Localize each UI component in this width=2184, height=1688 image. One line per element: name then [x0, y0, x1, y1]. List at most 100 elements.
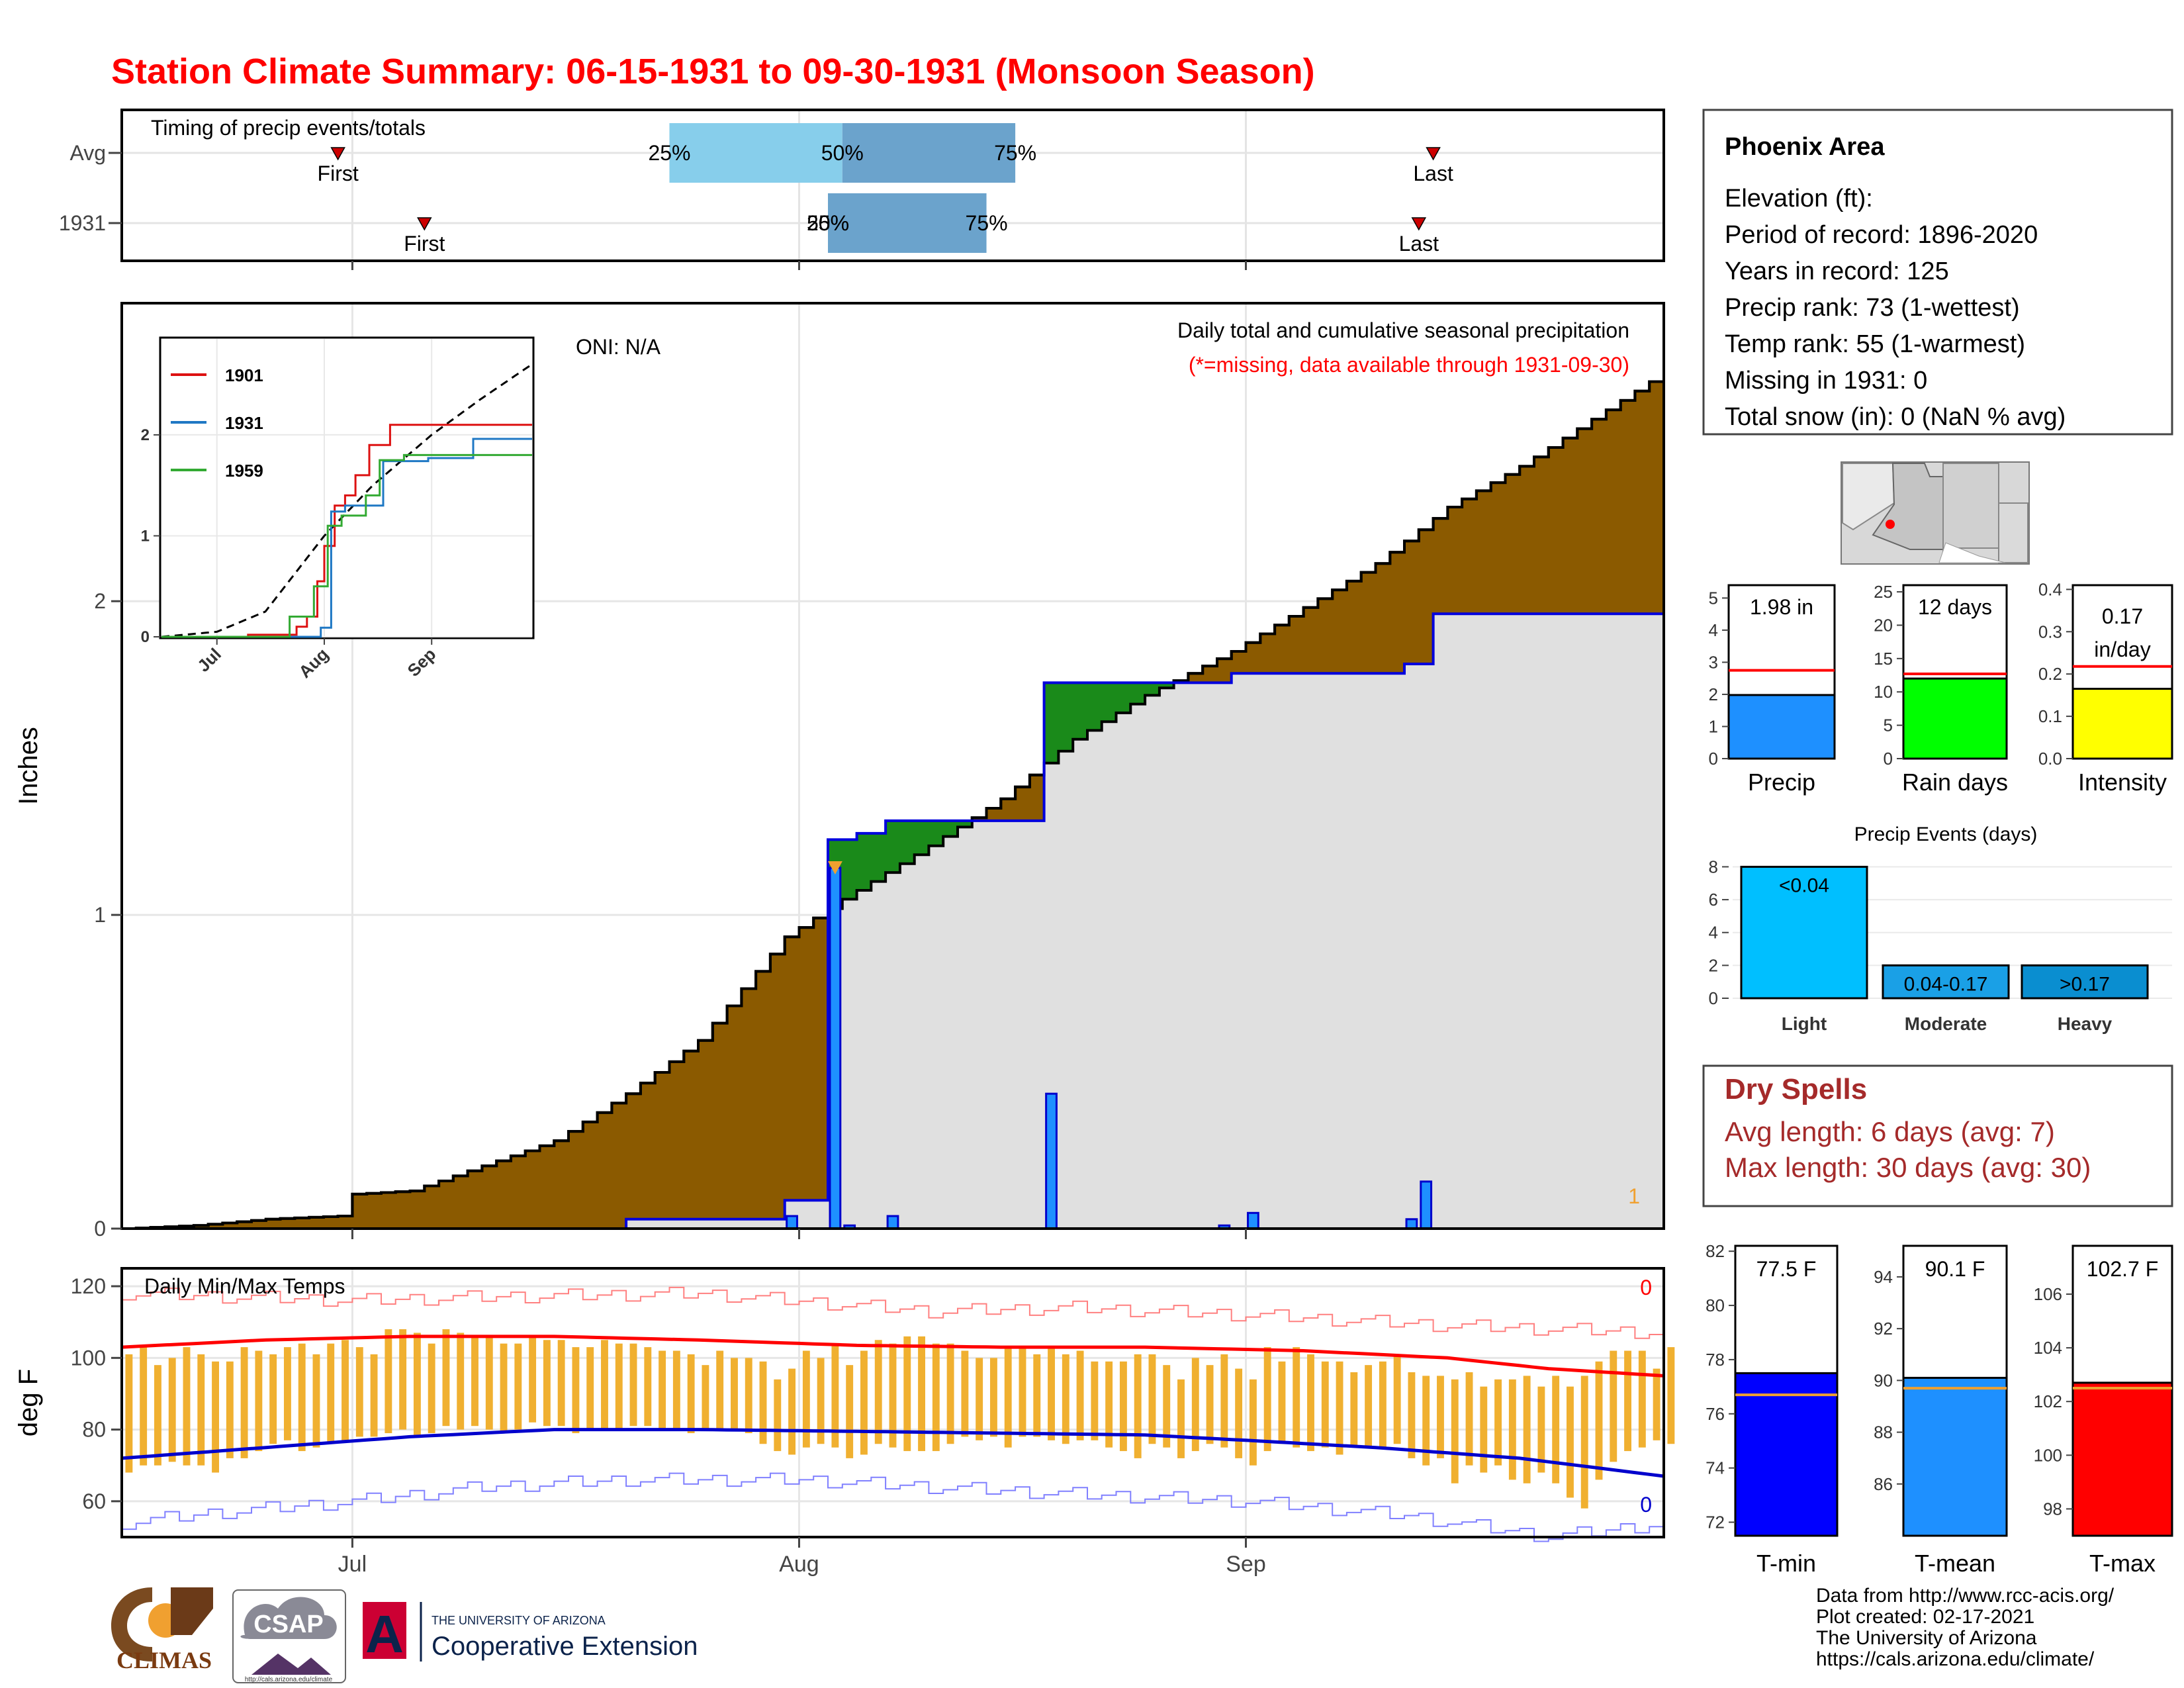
- csap-url: http://cals.arizona.edu/climate: [245, 1676, 333, 1683]
- xtick-label-0: Jul: [338, 1552, 367, 1577]
- daily-temp-bar-14: [327, 1343, 335, 1444]
- daily-temp-bar-23: [457, 1333, 465, 1430]
- events-bar-2: [2021, 964, 2149, 1000]
- station-name: Phoenix Area: [1725, 133, 1885, 161]
- temp-tick-label-0-5: 82: [1706, 1241, 1725, 1261]
- timing-pct-label-Avg-2: 75%: [994, 141, 1036, 165]
- locator-map: [1841, 461, 2030, 565]
- timing-marker-last-1931: [1411, 217, 1427, 231]
- daily-temp-bar-30: [557, 1340, 565, 1427]
- daily-temp-bar-63: [1033, 1354, 1041, 1437]
- info-missing: Missing in 1931: 0: [1725, 367, 1927, 395]
- daily-temp-bar-29: [543, 1340, 551, 1427]
- daily-temp-bar-10: [269, 1354, 277, 1444]
- events-tick-label-3: 6: [1709, 890, 1718, 910]
- daily-temp-bar-38: [672, 1350, 680, 1430]
- climas-emblem: [111, 1587, 152, 1662]
- daily-temp-bar-44: [759, 1361, 767, 1444]
- legend-label-1931: 1931: [225, 413, 263, 433]
- daily-temp-bar-84: [1336, 1361, 1343, 1455]
- daily-temp-bar-65: [1062, 1354, 1069, 1444]
- events-value-label-0: <0.04: [1779, 874, 1829, 896]
- daily-temp-bar-97: [1523, 1376, 1531, 1483]
- ua-cooperative-extension: Cooperative Extension: [432, 1632, 698, 1661]
- daily-temp-bar-96: [1508, 1379, 1516, 1480]
- daily-temp-bar-25: [485, 1336, 493, 1430]
- summary-bar-1: [1902, 677, 2008, 760]
- daily-precip-bar-0: [786, 1215, 798, 1230]
- daily-temp-bar-60: [989, 1358, 997, 1437]
- daily-temp-bar-82: [1307, 1354, 1314, 1452]
- daily-temp-bar-70: [1134, 1354, 1142, 1458]
- timing-pct-label-1931-2: 75%: [966, 211, 1008, 235]
- daily-temp-bar-69: [1119, 1361, 1127, 1452]
- events-value-label-1: 0.04-0.17: [1904, 973, 1988, 995]
- xtick-label-1: Aug: [779, 1552, 819, 1577]
- summary-tick-label-2-4: 0.4: [2038, 579, 2062, 599]
- seasonal-summary-bars: 0 1 2 3 4 5 1.98 in Precip 0 5 10 15 20 25 12 days Rain…: [1709, 579, 2173, 796]
- timing-pct-label-1931-0: 25%: [807, 211, 849, 235]
- dry-spells-frame: [1702, 1064, 2173, 1207]
- daily-temp-bar-72: [1163, 1365, 1171, 1448]
- daily-temp-bar-33: [601, 1340, 608, 1430]
- daily-temp-bar-87: [1379, 1361, 1387, 1448]
- summary-tick-label-2-3: 0.3: [2038, 622, 2062, 641]
- precip-y-axis-label: Inches: [14, 727, 43, 805]
- timing-marker-first-Avg: [330, 147, 345, 161]
- summary-tick-label-0-5: 5: [1709, 588, 1718, 608]
- missing-min-count: 0: [1640, 1493, 1652, 1517]
- daily-temp-bar-22: [442, 1329, 450, 1427]
- timing-marker-label-first-1931: First: [404, 232, 445, 256]
- daily-temp-bar-83: [1321, 1361, 1329, 1448]
- temperature-label: Daily Min/Max Temps: [144, 1274, 345, 1298]
- temp-tick-label-2-3: 104: [2034, 1338, 2062, 1358]
- summary-bar-panel-0: 0 1 2 3 4 5 1.98 in Precip: [1709, 584, 1836, 796]
- dry-spells-title: Dry Spells: [1725, 1073, 1867, 1105]
- timing-panel-label: Timing of precip events/totals: [151, 116, 426, 140]
- precip-events-chart: Precip Events (days) 0 2 4 6 8 <0.04 Light 0.04…: [1709, 823, 2172, 1034]
- temp-label-0: T-min: [1756, 1550, 1816, 1577]
- temp-tick-label-1-0: 86: [1874, 1474, 1893, 1494]
- climas-logo: CLIMAS: [111, 1587, 213, 1673]
- precip-events-title: Precip Events (days): [1854, 823, 2038, 845]
- ua-block-a-bg: [363, 1602, 406, 1659]
- daily-temp-bar-81: [1293, 1347, 1300, 1448]
- station-info-box: Phoenix Area Elevation (ft): Period of r…: [1702, 109, 2173, 436]
- daily-temp-bar-4: [183, 1347, 191, 1466]
- date-x-ticks: Jul Aug Sep: [338, 1229, 1266, 1577]
- temp-bar-0: [1734, 1372, 1839, 1537]
- summary-label-2: Intensity: [2078, 769, 2167, 796]
- daily-temp-bar-91: [1437, 1376, 1444, 1458]
- daily-temp-bar-26: [500, 1343, 508, 1434]
- daily-temp-bar-80: [1278, 1361, 1286, 1444]
- precip-note-missing: (*=missing, data available through 1931-…: [1189, 353, 1629, 377]
- temp-ytick-label-1: 80: [82, 1418, 106, 1442]
- daily-temp-bar-56: [932, 1343, 940, 1452]
- daily-temp-bar-86: [1365, 1365, 1373, 1448]
- events-tick-label-4: 8: [1709, 857, 1718, 876]
- daily-temp-bar-92: [1451, 1379, 1459, 1483]
- temp-tick-label-0-2: 76: [1706, 1404, 1725, 1424]
- daily-precip-bar-1: [829, 867, 842, 1230]
- temperature-y-axis-label: deg F: [14, 1369, 43, 1436]
- temperature-y-ticks: 60 80 100 120: [71, 1274, 122, 1513]
- daily-temp-bar-94: [1480, 1386, 1488, 1473]
- temp-tick-label-0-3: 78: [1706, 1350, 1725, 1370]
- summary-bar-panel-1: 0 5 10 15 20 25 12 days Rain days: [1874, 582, 2008, 796]
- temp-tick-label-2-4: 106: [2034, 1284, 2062, 1304]
- summary-label-1: Rain days: [1902, 769, 2008, 796]
- daily-temp-bar-37: [659, 1350, 666, 1430]
- events-category-2: Heavy: [2058, 1013, 2113, 1034]
- average-min-line: [121, 1428, 1664, 1478]
- timing-row-label-avg: Avg: [69, 141, 106, 165]
- daily-temp-bar-104: [1624, 1350, 1632, 1452]
- daily-temp-bar-59: [976, 1358, 983, 1440]
- temp-label-2: T-max: [2089, 1550, 2156, 1577]
- timing-bar-q2-Avg: [842, 123, 1016, 183]
- xtick-label-2: Sep: [1226, 1552, 1266, 1577]
- daily-temp-bar-1: [140, 1347, 148, 1466]
- daily-temp-bar-78: [1249, 1379, 1257, 1466]
- info-elevation: Elevation (ft):: [1725, 185, 1873, 212]
- daily-temp-bar-5: [197, 1354, 205, 1466]
